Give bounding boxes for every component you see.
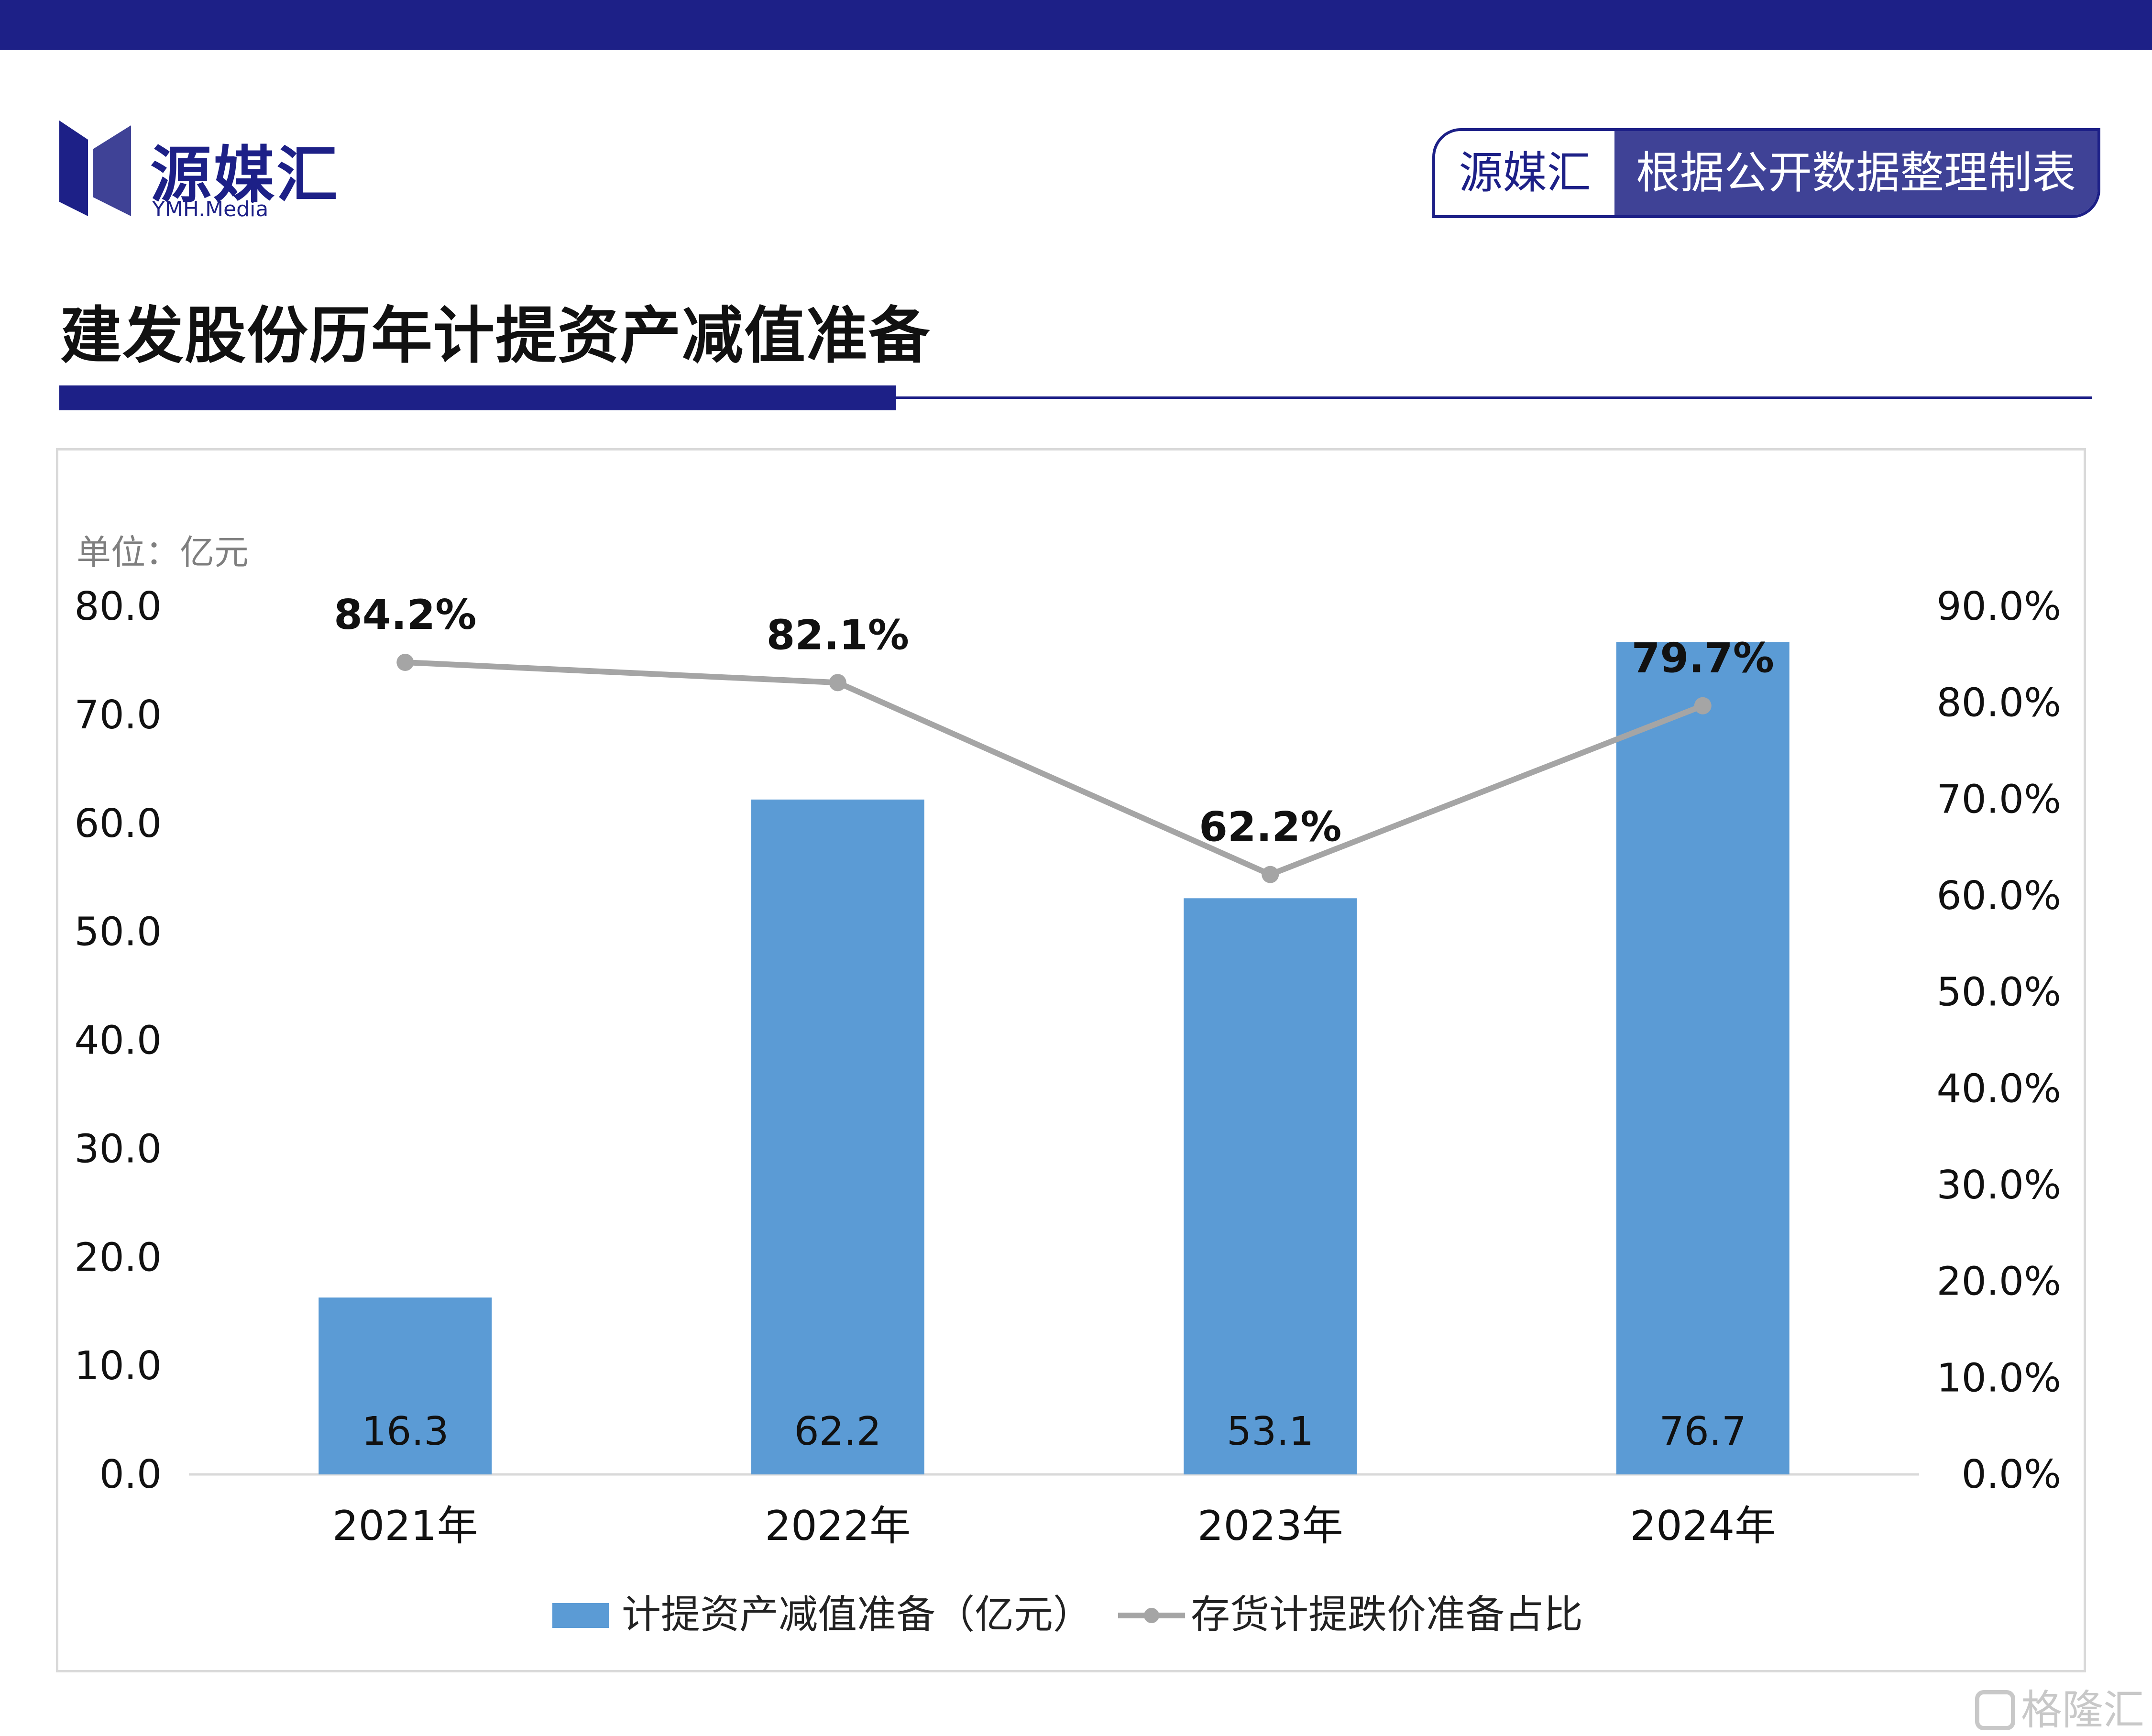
logo-text-en: YMH.Media bbox=[152, 197, 269, 221]
line-value-label: 79.7% bbox=[1632, 635, 1774, 682]
right-axis-tick-label: 90.0% bbox=[1937, 584, 2062, 629]
source-badge-brand: 源媒汇 bbox=[1435, 131, 1614, 215]
brand-logo: 源媒汇 YMH.Media bbox=[59, 121, 346, 226]
line-series: 84.2% 82.1% 62.2% 79.7% bbox=[334, 591, 1774, 883]
left-axis-tick-label: 30.0 bbox=[74, 1126, 162, 1172]
legend-line-marker bbox=[1144, 1608, 1159, 1623]
line-point bbox=[1262, 866, 1279, 883]
legend-line-label: 存货计提跌价准备占比 bbox=[1191, 1592, 1583, 1637]
top-banner bbox=[0, 0, 2152, 50]
right-axis-tick-label: 0.0% bbox=[1962, 1452, 2061, 1497]
left-axis-tick-label: 70.0 bbox=[74, 692, 162, 738]
x-axis-category-label: 2024年 bbox=[1630, 1502, 1776, 1550]
right-axis-tick-label: 50.0% bbox=[1937, 970, 2062, 1015]
legend-bar-swatch bbox=[552, 1603, 609, 1628]
line-point bbox=[829, 674, 846, 692]
bar-value-label: 53.1 bbox=[1227, 1409, 1314, 1454]
page-title: 建发股份历年计提资产减值准备 bbox=[60, 300, 931, 372]
logo-text-cn: 源媒汇 bbox=[150, 140, 340, 211]
unit-label: 单位：亿元 bbox=[77, 532, 249, 572]
bar-value-label: 62.2 bbox=[794, 1409, 881, 1454]
right-axis-tick-label: 60.0% bbox=[1937, 873, 2062, 919]
left-axis-tick-label: 80.0 bbox=[74, 584, 162, 629]
right-axis: 0.0% 10.0% 20.0% 30.0% 40.0% 50.0% 60.0% 70.0% 8… bbox=[1937, 584, 2062, 1497]
title-underline-thin bbox=[896, 396, 2092, 399]
source-badge: 源媒汇 根据公开数据整理制表 bbox=[1432, 128, 2100, 218]
right-axis-tick-label: 40.0% bbox=[1937, 1066, 2062, 1111]
bar-value-label: 16.3 bbox=[362, 1409, 449, 1454]
x-axis-category-label: 2023年 bbox=[1197, 1502, 1343, 1550]
bar bbox=[751, 799, 924, 1474]
legend: 计提资产减值准备（亿元） 存货计提跌价准备占比 bbox=[552, 1592, 1583, 1637]
bar-value-label: 76.7 bbox=[1659, 1409, 1746, 1454]
left-axis-tick-label: 40.0 bbox=[74, 1018, 162, 1064]
x-axis-category-label: 2021年 bbox=[332, 1502, 478, 1550]
left-axis-tick-label: 0.0 bbox=[99, 1452, 162, 1497]
title-underline-thick bbox=[59, 385, 896, 410]
watermark-logo-icon bbox=[1975, 1690, 2015, 1730]
left-axis-tick-label: 20.0 bbox=[74, 1235, 162, 1280]
legend-bar-label: 计提资产减值准备（亿元） bbox=[622, 1592, 1092, 1637]
right-axis-tick-label: 80.0% bbox=[1937, 681, 2062, 726]
left-axis-tick-label: 10.0 bbox=[74, 1343, 162, 1389]
source-badge-text: 根据公开数据整理制表 bbox=[1614, 131, 2097, 215]
category-labels: 2021年 2022年 2023年 2024年 bbox=[332, 1502, 1776, 1550]
left-axis: 0.0 10.0 20.0 30.0 40.0 50.0 60.0 70.0 80.0 bbox=[74, 584, 162, 1497]
left-axis-tick-label: 50.0 bbox=[74, 910, 162, 955]
bar bbox=[318, 1297, 492, 1474]
x-axis-category-label: 2022年 bbox=[765, 1502, 911, 1550]
watermark: 格隆汇 bbox=[1975, 1676, 2144, 1736]
line-value-label: 82.1% bbox=[767, 611, 909, 659]
line-value-label: 62.2% bbox=[1199, 803, 1341, 851]
right-axis-tick-label: 70.0% bbox=[1937, 777, 2062, 822]
left-axis-tick-label: 60.0 bbox=[74, 801, 162, 846]
watermark-text: 格隆汇 bbox=[2021, 1686, 2144, 1734]
series-line bbox=[405, 659, 1704, 878]
logo-mark-icon bbox=[59, 121, 131, 216]
right-axis-tick-label: 10.0% bbox=[1937, 1355, 2062, 1401]
line-point bbox=[396, 653, 414, 671]
right-axis-tick-label: 30.0% bbox=[1937, 1163, 2062, 1208]
bar bbox=[1616, 642, 1790, 1474]
line-point bbox=[1694, 697, 1712, 714]
right-axis-tick-label: 20.0% bbox=[1937, 1259, 2062, 1305]
line-value-label: 84.2% bbox=[334, 591, 476, 639]
bar bbox=[1184, 898, 1357, 1474]
bar-series: 16.3 62.2 53.1 76.7 bbox=[318, 642, 1790, 1474]
